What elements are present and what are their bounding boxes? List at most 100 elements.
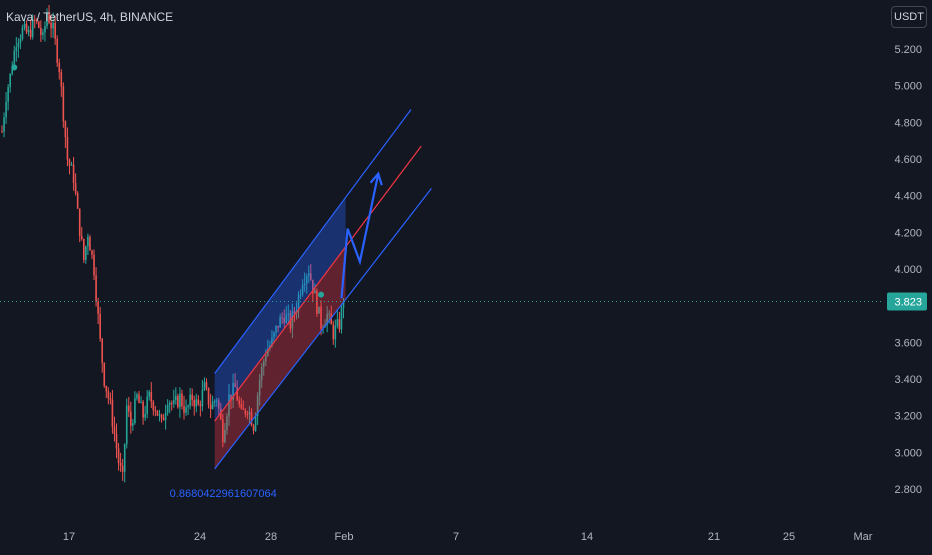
- candle-down: [281, 317, 283, 319]
- signal-marker: [11, 64, 18, 71]
- candle-up: [13, 51, 16, 69]
- candle-up: [334, 325, 337, 340]
- candle-down: [142, 401, 144, 418]
- candle-up: [262, 361, 265, 367]
- price-tick-label: 5.200: [894, 44, 922, 56]
- candle-up: [301, 284, 304, 295]
- price-tick-label: 4.400: [894, 191, 922, 203]
- candle-down: [115, 434, 118, 449]
- candle-down: [242, 408, 245, 410]
- candle-up: [273, 332, 275, 338]
- candles-layer: [1, 4, 345, 483]
- candle-up: [21, 27, 24, 39]
- candle-down: [103, 362, 106, 386]
- candle-down: [89, 236, 91, 251]
- time-tick-label: Mar: [854, 531, 873, 543]
- candle-up: [70, 164, 73, 166]
- candle-down: [107, 391, 110, 399]
- candle-up: [46, 13, 48, 27]
- candle-up: [254, 415, 257, 431]
- candle-down: [105, 385, 108, 392]
- candle-up: [148, 391, 151, 397]
- candle-up: [213, 401, 216, 403]
- candle-down: [130, 411, 132, 426]
- candle-up: [275, 325, 277, 333]
- candle-up: [215, 400, 218, 402]
- candle-down: [78, 208, 81, 237]
- candle-up: [228, 394, 230, 417]
- candle-down: [150, 391, 153, 402]
- candle-up: [287, 313, 290, 315]
- candle-up: [201, 390, 204, 407]
- candle-up: [328, 313, 330, 315]
- candle-up: [23, 23, 26, 28]
- candle-down: [160, 414, 163, 419]
- candle-down: [54, 22, 56, 39]
- candle-up: [5, 101, 7, 118]
- price-tick-label: 4.800: [894, 117, 922, 129]
- candle-down: [56, 38, 59, 63]
- candle-down: [93, 254, 95, 276]
- candle-down: [332, 324, 335, 340]
- candle-up: [185, 407, 187, 413]
- channel-mid-line: [214, 145, 422, 422]
- price-axis-bg: [884, 0, 932, 550]
- candle-up: [166, 405, 169, 413]
- candle-up: [279, 317, 281, 328]
- candle-up: [232, 383, 234, 400]
- candle-down: [113, 426, 116, 435]
- candle-up: [291, 311, 294, 329]
- candle-down: [91, 250, 93, 255]
- candle-up: [314, 290, 316, 294]
- candle-down: [74, 183, 77, 194]
- candle-down: [250, 412, 253, 426]
- candle-down: [152, 401, 155, 411]
- candle-up: [146, 396, 148, 414]
- candle-up: [265, 355, 267, 362]
- candle-up: [31, 19, 34, 37]
- candle-down: [68, 159, 71, 166]
- candle-down: [309, 273, 312, 280]
- candle-down: [191, 394, 193, 401]
- candle-down: [72, 164, 75, 184]
- candle-down: [240, 404, 243, 409]
- candle-down: [156, 410, 159, 416]
- candle-down: [138, 394, 140, 403]
- candle-down: [117, 448, 120, 463]
- candle-down: [293, 311, 296, 314]
- candle-down: [1, 131, 3, 133]
- candle-up: [342, 301, 345, 309]
- candle-up: [136, 394, 138, 399]
- candle-up: [85, 246, 87, 260]
- candle-up: [140, 401, 142, 403]
- price-tick-label: 3.000: [894, 447, 922, 459]
- candle-down: [121, 465, 124, 472]
- candle-up: [134, 398, 136, 424]
- candle-up: [9, 73, 11, 88]
- time-tick-label: 14: [581, 531, 593, 543]
- candle-down: [197, 399, 200, 405]
- channel-upper-fill: [214, 197, 346, 422]
- candle-down: [97, 301, 99, 314]
- projection-arrowhead: [369, 171, 383, 186]
- candle-down: [29, 29, 32, 37]
- candle-down: [252, 425, 255, 431]
- candle-up: [189, 394, 191, 406]
- candle-up: [260, 366, 263, 380]
- candle-down: [111, 399, 114, 427]
- candle-up: [326, 313, 328, 325]
- candle-up: [44, 26, 46, 33]
- candle-down: [207, 387, 210, 405]
- candle-up: [303, 283, 306, 285]
- candle-up: [125, 405, 128, 445]
- candle-up: [158, 414, 161, 416]
- candle-up: [256, 395, 259, 416]
- candle-up: [271, 337, 273, 346]
- candle-down: [277, 325, 279, 328]
- currency-selector[interactable]: USDT: [891, 6, 927, 28]
- price-tick-label: 3.600: [894, 337, 922, 349]
- candle-down: [66, 137, 69, 160]
- time-tick-label: 17: [63, 531, 75, 543]
